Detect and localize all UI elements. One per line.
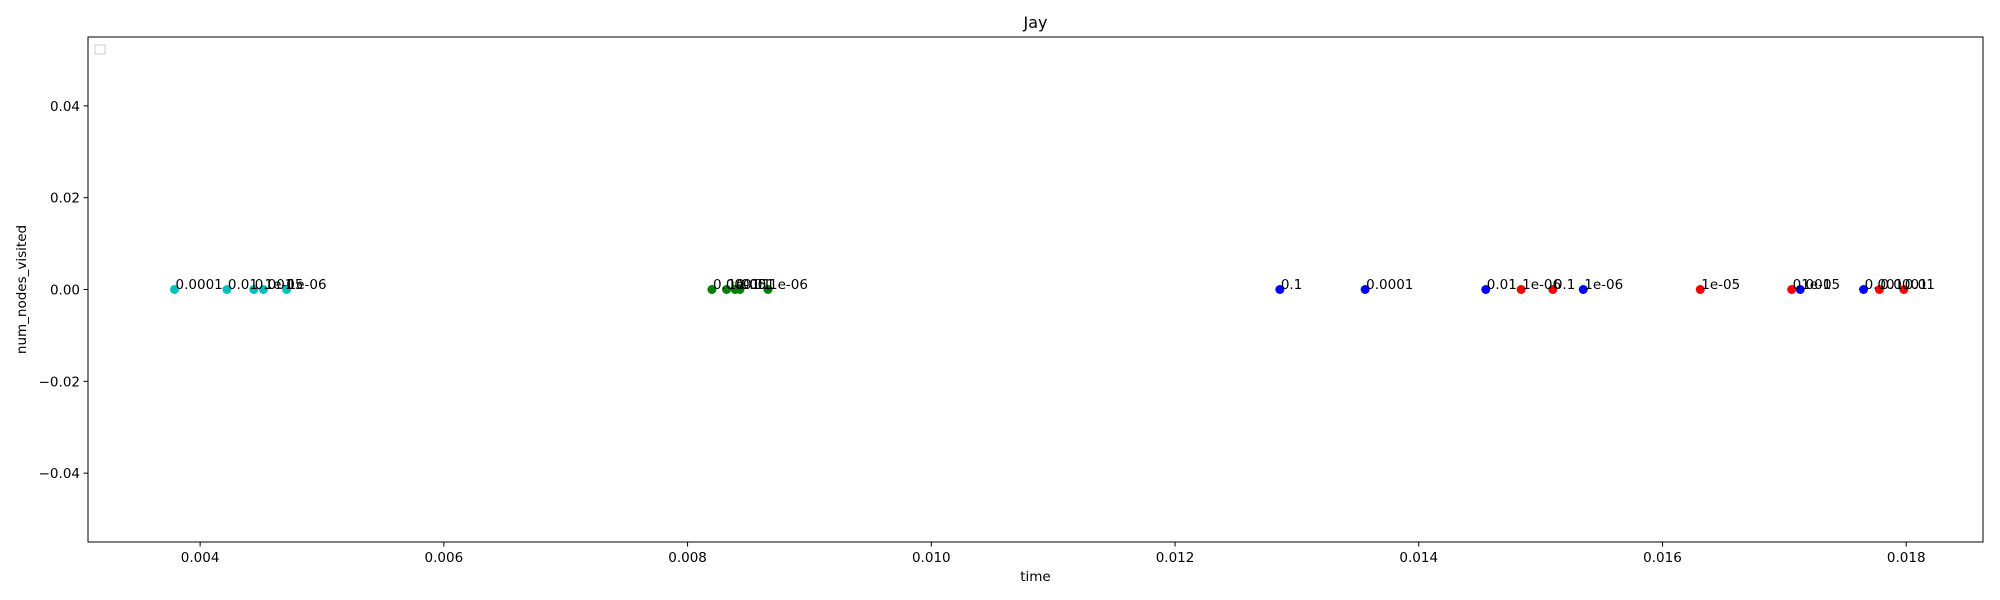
x-tick-label: 0.004 (181, 550, 220, 566)
data-point (1859, 285, 1869, 294)
x-tick-label: 0.018 (1887, 550, 1926, 566)
data-point-label: 1e-05 (1701, 277, 1740, 293)
data-point (1874, 285, 1884, 294)
data-point-label: 0.01 (741, 277, 771, 293)
data-point-label: 0.01 (228, 277, 258, 293)
data-point-label: 0.01 (1487, 277, 1517, 293)
legend-box (94, 44, 106, 55)
y-tick-label: −0.02 (39, 374, 80, 390)
data-point-label: 0.001 (1865, 277, 1904, 293)
data-point (1548, 285, 1558, 294)
data-point-label: 0.001 (736, 277, 775, 293)
data-point (1695, 285, 1705, 294)
data-point-label: 1e-06 (769, 277, 808, 293)
data-point (735, 285, 745, 294)
x-tick-label: 0.014 (1399, 550, 1438, 566)
data-point (1360, 285, 1370, 294)
y-tick-label: 0.00 (50, 283, 80, 299)
data-point (222, 285, 232, 294)
data-point-label: 1e-06 (288, 277, 327, 293)
data-point (1899, 285, 1909, 294)
data-point-label: 0.0001 (1366, 277, 1413, 293)
data-point (1516, 285, 1526, 294)
data-point-label: 1e-06 (1584, 277, 1623, 293)
x-tick-label: 0.008 (668, 550, 707, 566)
x-axis-title: time (1020, 569, 1051, 585)
scatter-points (170, 285, 1909, 294)
y-tick-label: 0.04 (50, 99, 80, 115)
data-point (249, 285, 259, 294)
chart-title: Jay (1023, 13, 1048, 32)
data-point (1795, 285, 1805, 294)
data-point-label: 0.01 (1905, 277, 1935, 293)
x-tick-label: 0.012 (1156, 550, 1195, 566)
data-point (1578, 285, 1588, 294)
data-point (1481, 285, 1491, 294)
data-point (722, 285, 732, 294)
x-tick-label: 0.016 (1643, 550, 1682, 566)
data-point-label: 1e-05 (728, 277, 767, 293)
data-point (170, 285, 180, 294)
data-point-label: 0.0001 (713, 277, 760, 293)
data-point-label: 1e-05 (1801, 277, 1840, 293)
data-point (707, 285, 717, 294)
y-axis: −0.04 −0.02 0.00 0.02 0.04 (39, 99, 88, 482)
y-tick-label: −0.04 (39, 466, 80, 482)
data-point-label: 0.001 (1793, 277, 1832, 293)
data-point (258, 285, 268, 294)
y-axis-title: num_nodes_visited (14, 225, 30, 354)
y-tick-label: 0.02 (50, 191, 80, 207)
x-axis: 0.004 0.006 0.008 0.010 0.012 0.014 0.016 0.018 (181, 542, 1926, 566)
data-point-label: 0.001 (255, 277, 294, 293)
data-point-label: 1e-05 (264, 277, 303, 293)
data-point (282, 285, 292, 294)
data-point-label: 1e-06 (1522, 277, 1561, 293)
data-point-label: 0.0001 (176, 277, 223, 293)
data-point-label: 0.1 (1554, 277, 1575, 293)
x-tick-label: 0.010 (912, 550, 951, 566)
data-point (763, 285, 773, 294)
data-point (1275, 285, 1285, 294)
data-point-label: 0.0001 (1880, 277, 1927, 293)
data-point-label: 0.1 (1281, 277, 1302, 293)
data-point (1787, 285, 1797, 294)
x-tick-label: 0.006 (425, 550, 464, 566)
